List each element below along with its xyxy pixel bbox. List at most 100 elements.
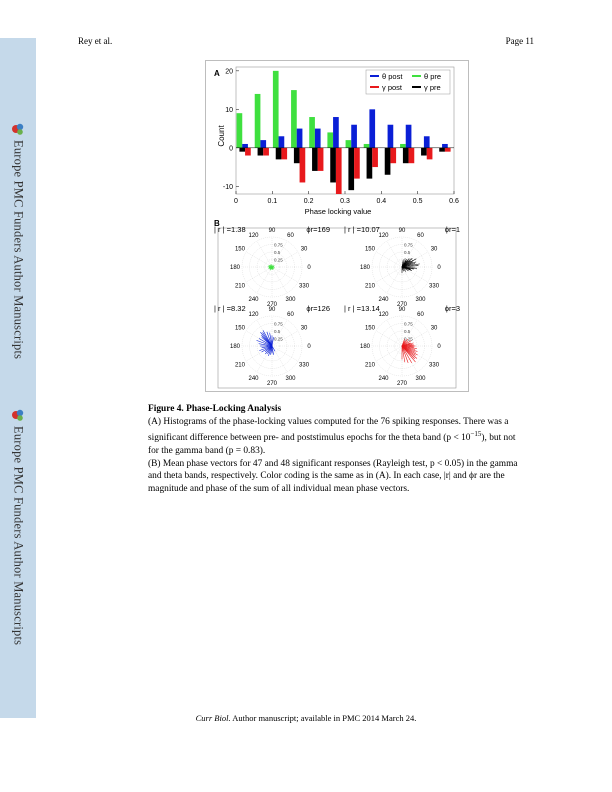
polar-angle-label: 120 bbox=[248, 312, 259, 318]
polar-magnitude-label: | r | =10.07 bbox=[344, 225, 380, 234]
bar bbox=[327, 132, 334, 148]
polar-radius-label: 0.5 bbox=[274, 250, 281, 255]
bar bbox=[387, 124, 394, 148]
polar-spoke bbox=[401, 266, 418, 294]
y-tick-label: 10 bbox=[225, 107, 233, 114]
polar-ring bbox=[371, 315, 433, 377]
bar bbox=[236, 113, 243, 148]
bar bbox=[245, 147, 251, 156]
polar-spoke bbox=[386, 345, 403, 373]
phase-vector bbox=[401, 345, 413, 364]
polar-radius-label: 0.5 bbox=[274, 329, 281, 334]
polar-magnitude-label: | r | =13.14 bbox=[344, 304, 380, 313]
polar-plot: | r | =13.14 ϕr=3 0 30 60 90 120 150 180 210 240 27… bbox=[344, 304, 460, 387]
phase-vector bbox=[269, 332, 273, 347]
bar bbox=[291, 90, 297, 148]
caption-a-text: (A) Histograms of the phase-locking valu… bbox=[148, 416, 509, 444]
polar-plots: | r | =1.38 ϕr=169 0 30 60 90 120 150 180 210 240 2… bbox=[214, 225, 460, 387]
polar-angle-label: 150 bbox=[365, 326, 376, 332]
polar-angle-label: 210 bbox=[235, 363, 246, 369]
y-tick-label: -10 bbox=[223, 184, 233, 191]
y-tick-group: 20 10 0 -10 bbox=[223, 68, 239, 191]
polar-magnitude-label: | r | =8.32 bbox=[214, 304, 246, 313]
polar-panel-frame bbox=[217, 227, 457, 389]
polar-angle-label: 90 bbox=[269, 228, 276, 234]
polar-radius-label: 0.25 bbox=[274, 337, 283, 342]
bar bbox=[260, 140, 267, 148]
polar-plot: | r | =1.38 ϕr=169 0 30 60 90 120 150 180 210 240 2… bbox=[214, 225, 330, 308]
polar-angle-label: 240 bbox=[248, 297, 259, 303]
bar-group bbox=[236, 70, 451, 194]
polar-angle-label: 270 bbox=[397, 381, 408, 387]
phase-vector bbox=[266, 331, 273, 347]
phase-vector bbox=[401, 266, 407, 272]
legend-label-gamma-pre: γ pre bbox=[424, 83, 441, 92]
polar-angle-label: 30 bbox=[431, 247, 438, 253]
bar bbox=[254, 93, 261, 148]
polar-radius-label: 0.25 bbox=[404, 337, 413, 342]
panel-a-label: A bbox=[214, 69, 220, 78]
polar-angle-label: 0 bbox=[437, 344, 441, 350]
polar-radius-label: 0.75 bbox=[404, 322, 413, 327]
polar-phase-label: ϕr=169 bbox=[306, 225, 330, 234]
x-tick-label: 0.5 bbox=[413, 198, 423, 205]
phase-vector bbox=[401, 266, 416, 269]
phase-vector bbox=[259, 345, 273, 351]
polar-spoke bbox=[386, 266, 403, 294]
polar-angle-label: 150 bbox=[365, 247, 376, 253]
polar-angle-label: 0 bbox=[437, 265, 441, 271]
polar-ring bbox=[394, 259, 410, 275]
bar bbox=[239, 147, 246, 152]
polar-angle-label: 180 bbox=[230, 344, 241, 350]
x-tick-label: 0.3 bbox=[340, 198, 350, 205]
bar bbox=[366, 147, 373, 179]
bar bbox=[317, 147, 324, 171]
phase-vector bbox=[269, 266, 273, 269]
panel-b-label: B bbox=[214, 219, 220, 228]
polar-angle-label: 330 bbox=[429, 284, 440, 290]
polar-spoke bbox=[271, 319, 288, 347]
page-footer: Curr Biol. Author manuscript; available … bbox=[0, 713, 612, 723]
polar-angle-label: 300 bbox=[415, 297, 426, 303]
footer-availability: Author manuscript; available in PMC 2014… bbox=[230, 713, 417, 723]
polar-radius-label: 0.5 bbox=[404, 250, 411, 255]
polar-magnitude-label: | r | =1.38 bbox=[214, 225, 246, 234]
phase-vector bbox=[401, 259, 404, 268]
x-tick-label: 0 bbox=[234, 198, 238, 205]
phase-vector bbox=[401, 345, 409, 364]
x-tick-label: 0.4 bbox=[376, 198, 386, 205]
bar bbox=[351, 124, 357, 148]
sidebar-text-bottom: Europe PMC Funders Author Manuscripts bbox=[11, 426, 26, 646]
polar-spoke bbox=[271, 345, 299, 362]
bar bbox=[299, 147, 306, 183]
polar-radius-label: 0.75 bbox=[404, 243, 413, 248]
polar-spoke bbox=[375, 251, 403, 268]
polar-angle-label: 300 bbox=[285, 297, 296, 303]
polar-radius-label: 0.75 bbox=[274, 322, 283, 327]
polar-angle-label: 90 bbox=[399, 307, 406, 313]
bar bbox=[369, 109, 376, 148]
bar bbox=[400, 143, 406, 148]
polar-angle-label: 120 bbox=[378, 312, 389, 318]
bar bbox=[296, 128, 303, 148]
bar bbox=[333, 117, 339, 148]
y-tick-label: 20 bbox=[225, 68, 233, 75]
polar-plot: | r | =8.32 ϕr=126 0 30 60 90 120 150 180 210 240 2… bbox=[214, 304, 330, 387]
legend-box bbox=[365, 69, 451, 95]
bar bbox=[275, 147, 282, 160]
bar bbox=[354, 147, 360, 179]
phase-vector bbox=[271, 345, 276, 352]
bar bbox=[335, 147, 342, 194]
polar-angle-label: 90 bbox=[269, 307, 276, 313]
bar bbox=[384, 147, 391, 175]
bar bbox=[263, 147, 269, 156]
polar-angle-label: 60 bbox=[417, 233, 424, 239]
bar bbox=[272, 70, 279, 148]
bar bbox=[257, 147, 264, 156]
polar-angle-label: 330 bbox=[299, 284, 310, 290]
polar-spoke bbox=[256, 240, 273, 268]
polar-angle-label: 240 bbox=[378, 376, 389, 382]
phase-vector bbox=[256, 340, 273, 347]
caption-title: Figure 4. Phase-Locking Analysis bbox=[148, 404, 282, 414]
